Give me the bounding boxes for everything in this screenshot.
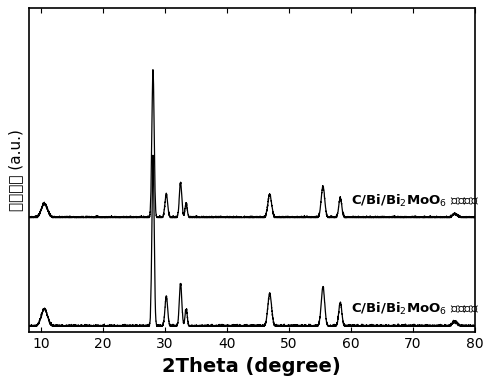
X-axis label: 2Theta (degree): 2Theta (degree) <box>162 357 341 376</box>
Y-axis label: 衍射峰强 (a.u.): 衍射峰强 (a.u.) <box>9 129 23 211</box>
Text: C/Bi/Bi$_2$MoO$_6$ 极化材料: C/Bi/Bi$_2$MoO$_6$ 极化材料 <box>351 192 479 209</box>
Text: C/Bi/Bi$_2$MoO$_6$ 复合材料: C/Bi/Bi$_2$MoO$_6$ 复合材料 <box>351 301 479 317</box>
